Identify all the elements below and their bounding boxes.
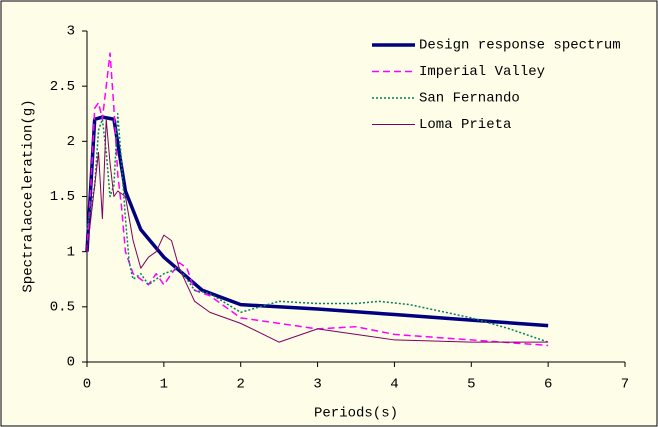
legend-label: Loma Prieta <box>419 117 511 133</box>
y-tick-label: 0 <box>67 355 75 371</box>
x-tick-label: 5 <box>467 377 475 393</box>
y-tick-label: 1.5 <box>50 189 75 205</box>
y-tick-label: 2 <box>67 134 75 150</box>
y-tick-label: 3 <box>67 24 75 40</box>
legend-label: Design response spectrum <box>419 38 621 54</box>
y-tick-label: 2.5 <box>50 79 75 95</box>
x-tick-label: 4 <box>390 377 398 393</box>
series-line <box>86 113 549 343</box>
x-tick-label: 3 <box>313 377 321 393</box>
x-tick-label: 1 <box>160 377 168 393</box>
x-tick-label: 2 <box>237 377 245 393</box>
legend-label: San Fernando <box>419 91 520 107</box>
x-axis-label: Periods(s) <box>314 406 398 422</box>
y-axis-label: Spectralacceleration(g) <box>21 99 37 292</box>
series-line <box>86 52 549 347</box>
y-tick-label: 0.5 <box>50 300 75 316</box>
x-tick-label: 6 <box>544 377 552 393</box>
series-line <box>86 118 549 343</box>
y-tick-label: 1 <box>67 244 75 260</box>
x-tick-label: 7 <box>621 377 629 393</box>
legend-label: Imperial Valley <box>419 64 545 80</box>
x-tick-label: 0 <box>83 377 91 393</box>
